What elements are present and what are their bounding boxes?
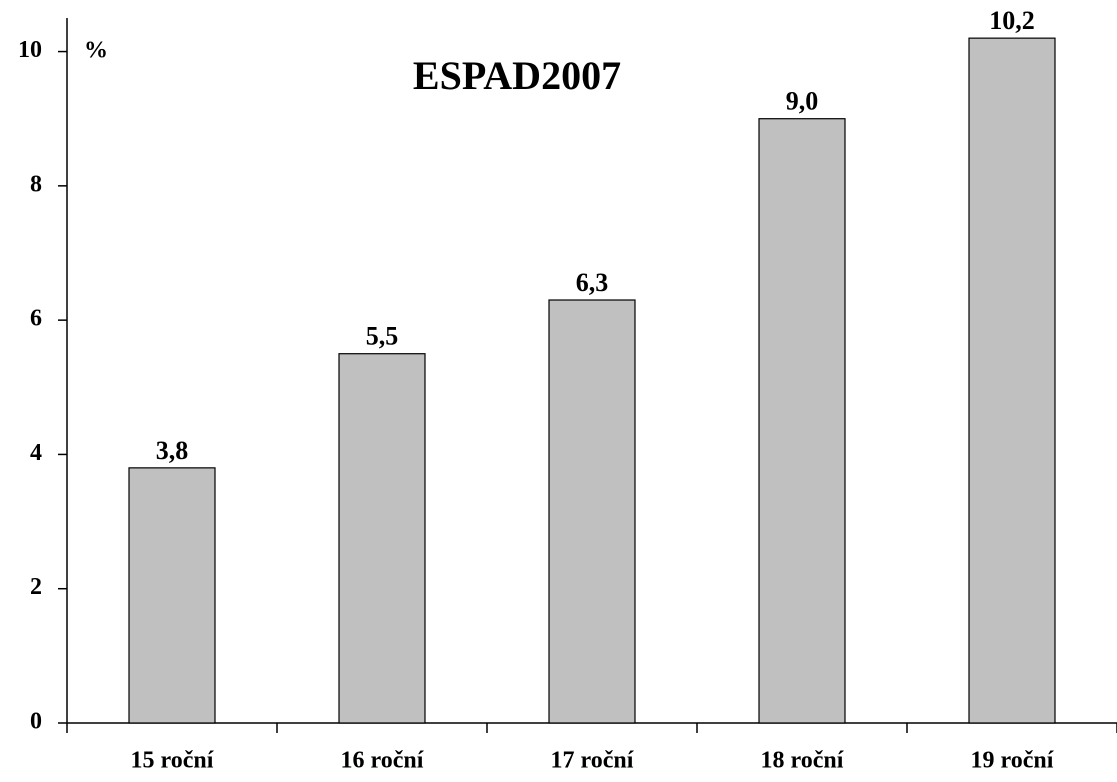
- y-tick-label: 6: [30, 306, 42, 332]
- bar: [338, 353, 426, 724]
- y-tick-label: 8: [30, 171, 42, 197]
- bar: [968, 37, 1056, 724]
- y-tick-label: 10: [18, 37, 42, 63]
- value-label: 6,3: [576, 268, 609, 297]
- value-label: 3,8: [156, 436, 189, 465]
- value-label: 10,2: [989, 6, 1035, 35]
- bar: [128, 467, 216, 724]
- chart-title: ESPAD2007: [413, 53, 621, 98]
- x-tick-label: 16 roční: [341, 748, 424, 774]
- y-tick-label: 4: [30, 440, 42, 466]
- value-label: 9,0: [786, 87, 819, 116]
- x-tick-label: 15 roční: [131, 748, 214, 774]
- x-tick-label: 19 roční: [971, 748, 1054, 774]
- y-tick-label: 0: [30, 709, 42, 735]
- x-tick-label: 17 roční: [551, 748, 634, 774]
- x-tick-label: 18 roční: [761, 748, 844, 774]
- value-label: 5,5: [366, 322, 399, 351]
- bar: [758, 118, 846, 724]
- y-axis-label: %: [84, 38, 108, 64]
- y-tick-label: 2: [30, 574, 42, 600]
- bar: [548, 299, 636, 724]
